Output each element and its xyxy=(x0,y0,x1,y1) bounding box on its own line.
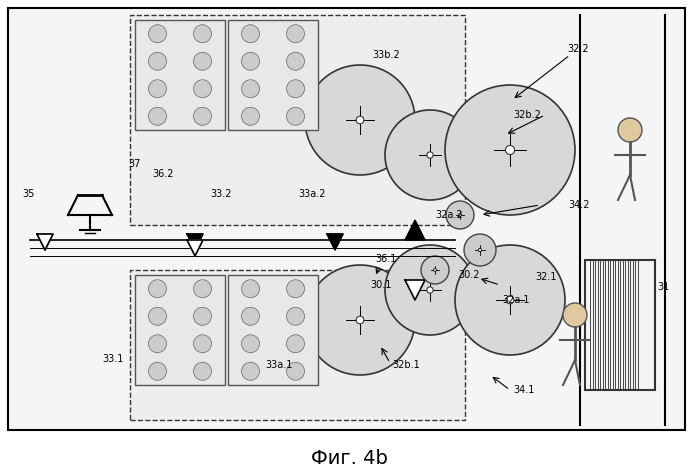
Circle shape xyxy=(194,280,212,298)
Circle shape xyxy=(241,52,259,70)
Text: 32b.2: 32b.2 xyxy=(513,110,541,120)
Circle shape xyxy=(618,118,642,142)
Circle shape xyxy=(421,256,449,284)
Circle shape xyxy=(148,362,166,380)
Circle shape xyxy=(194,362,212,380)
Circle shape xyxy=(241,25,259,43)
Circle shape xyxy=(287,25,305,43)
Text: 33a.2: 33a.2 xyxy=(298,189,326,199)
Circle shape xyxy=(148,25,166,43)
Circle shape xyxy=(563,303,587,327)
Bar xyxy=(8,8,685,430)
Text: 32.2: 32.2 xyxy=(567,44,589,54)
Circle shape xyxy=(305,265,415,375)
Bar xyxy=(130,15,465,225)
Text: 33a.1: 33a.1 xyxy=(265,360,292,370)
Circle shape xyxy=(241,107,259,125)
Circle shape xyxy=(385,110,475,200)
Circle shape xyxy=(148,107,166,125)
Polygon shape xyxy=(37,234,53,250)
Text: 30.2: 30.2 xyxy=(458,270,480,280)
Circle shape xyxy=(427,287,433,293)
Circle shape xyxy=(148,52,166,70)
Circle shape xyxy=(241,80,259,98)
Bar xyxy=(135,20,225,130)
Text: 33.2: 33.2 xyxy=(210,189,231,199)
Circle shape xyxy=(287,307,305,325)
Text: 34.2: 34.2 xyxy=(568,200,589,210)
Circle shape xyxy=(464,234,496,266)
Circle shape xyxy=(194,80,212,98)
Bar xyxy=(585,260,655,390)
Text: 33b.2: 33b.2 xyxy=(372,50,400,60)
Text: 32a.1: 32a.1 xyxy=(502,295,530,305)
Text: 32b.1: 32b.1 xyxy=(392,360,420,370)
Circle shape xyxy=(287,80,305,98)
Polygon shape xyxy=(405,280,425,300)
Circle shape xyxy=(241,362,259,380)
Polygon shape xyxy=(37,234,53,250)
Circle shape xyxy=(287,362,305,380)
Bar xyxy=(135,275,225,385)
Circle shape xyxy=(385,245,475,335)
Circle shape xyxy=(148,307,166,325)
Bar xyxy=(228,275,318,385)
Polygon shape xyxy=(327,234,343,250)
Text: 31: 31 xyxy=(657,282,669,292)
Circle shape xyxy=(194,335,212,353)
Circle shape xyxy=(241,280,259,298)
Circle shape xyxy=(459,214,461,217)
Circle shape xyxy=(455,245,565,355)
Circle shape xyxy=(194,107,212,125)
Polygon shape xyxy=(187,234,203,250)
Circle shape xyxy=(446,201,474,229)
Circle shape xyxy=(433,269,436,272)
Circle shape xyxy=(194,25,212,43)
Text: 32a.2: 32a.2 xyxy=(435,210,463,220)
Circle shape xyxy=(241,307,259,325)
Circle shape xyxy=(148,280,166,298)
Text: 32.1: 32.1 xyxy=(535,272,556,282)
Text: 33.1: 33.1 xyxy=(102,354,124,364)
Text: 36.2: 36.2 xyxy=(152,169,173,179)
Circle shape xyxy=(287,280,305,298)
Circle shape xyxy=(506,296,514,304)
Polygon shape xyxy=(187,240,203,256)
Circle shape xyxy=(194,307,212,325)
Text: 36.1: 36.1 xyxy=(375,254,396,264)
Circle shape xyxy=(287,52,305,70)
Circle shape xyxy=(194,52,212,70)
Text: Фиг. 4b: Фиг. 4b xyxy=(310,448,387,467)
Circle shape xyxy=(287,335,305,353)
Circle shape xyxy=(241,335,259,353)
Circle shape xyxy=(356,116,364,124)
Polygon shape xyxy=(405,220,425,240)
Text: 30.1: 30.1 xyxy=(370,280,391,290)
Bar xyxy=(130,270,465,420)
Circle shape xyxy=(287,107,305,125)
Circle shape xyxy=(356,316,364,324)
Text: 37: 37 xyxy=(128,159,140,169)
Circle shape xyxy=(478,248,482,252)
Circle shape xyxy=(148,80,166,98)
Text: 35: 35 xyxy=(22,189,34,199)
Circle shape xyxy=(427,152,433,158)
Circle shape xyxy=(148,335,166,353)
Circle shape xyxy=(505,146,514,155)
Text: 34.1: 34.1 xyxy=(513,385,534,395)
Circle shape xyxy=(305,65,415,175)
Circle shape xyxy=(445,85,575,215)
Bar xyxy=(228,20,318,130)
